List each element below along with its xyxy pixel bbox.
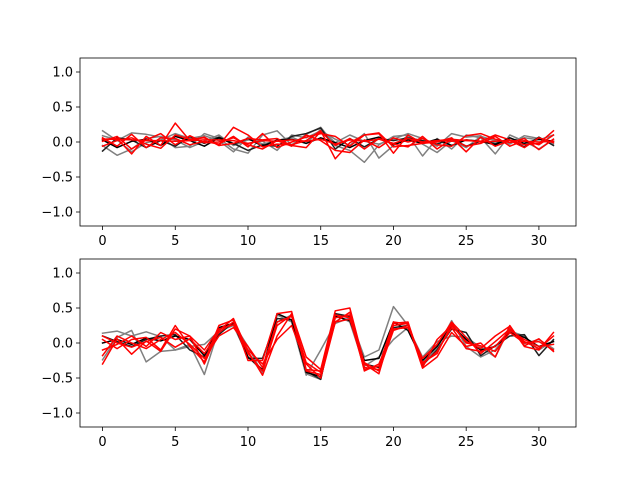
x-tick-label: 15 [312,435,329,450]
y-tick-label: 0.5 [52,302,73,317]
x-tick-label: 20 [385,435,402,450]
y-tick-label: 0.0 [52,136,73,151]
x-tick-label: 10 [240,435,257,450]
y-tick-label: 1.0 [52,267,73,282]
subplot-1: 0 5 10 15 20 25 30 −1.0 −0.5 0.0 0.5 1.0 [41,57,577,249]
x-tick-label: 30 [531,435,548,450]
series-line-7 [101,132,555,154]
y-tick-label: 0.0 [52,337,73,352]
x-tick-label: 25 [458,234,475,249]
series-group [101,305,555,381]
x-tick-label: 15 [312,234,329,249]
subplot-2: 0 5 10 15 20 25 30 −1.0 −0.5 0.0 0.5 1.0 [41,258,577,450]
series-group [101,122,555,164]
series-line-10 [101,137,555,145]
y-tick-label: −0.5 [41,171,73,186]
x-tick-label: 5 [171,234,179,249]
y-tick-label: −1.0 [41,206,73,221]
x-tick-label: 5 [171,435,179,450]
series-line-9 [101,315,555,374]
series-line-3 [101,128,555,153]
x-tick-label: 0 [98,234,106,249]
x-tick-label: 0 [98,435,106,450]
y-tick-label: −0.5 [41,372,73,387]
y-tick-label: 1.0 [52,66,73,81]
x-tick-label: 25 [458,435,475,450]
x-tick-label: 20 [385,234,402,249]
x-tick-label: 30 [531,234,548,249]
y-tick-label: 0.5 [52,101,73,116]
series-line-8 [101,132,555,154]
series-line-6 [101,310,555,372]
y-tick-label: −1.0 [41,407,73,422]
x-tick-label: 10 [240,234,257,249]
series-line-9 [101,130,555,150]
